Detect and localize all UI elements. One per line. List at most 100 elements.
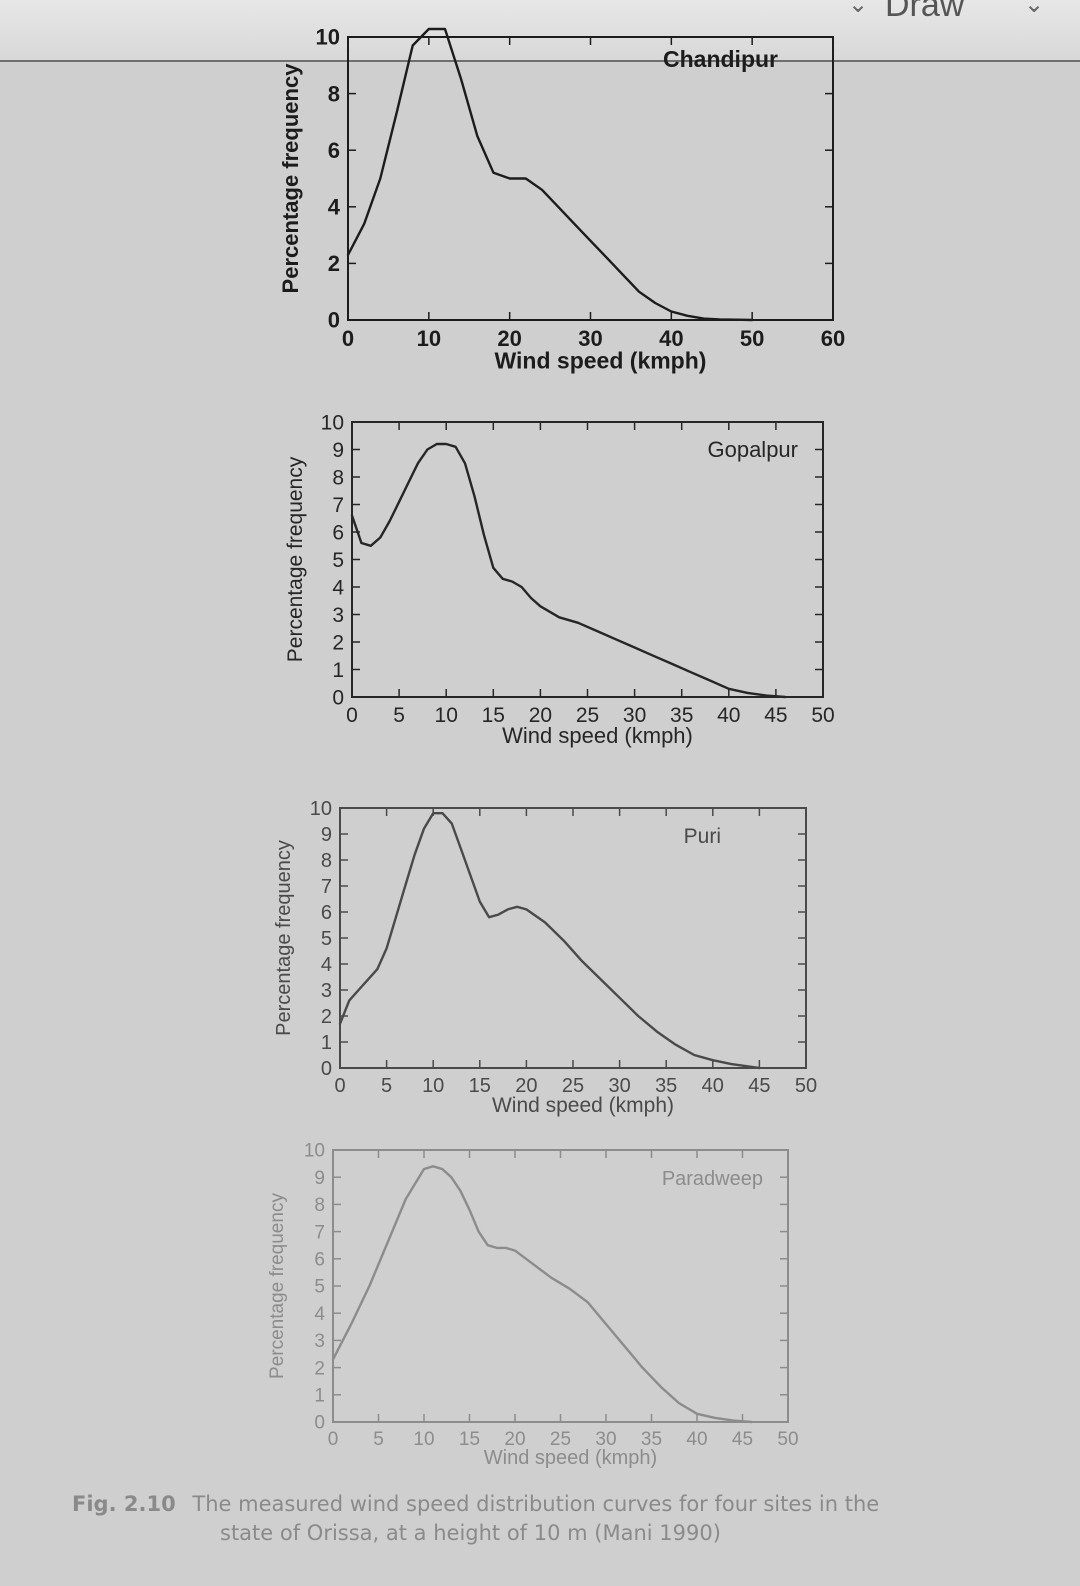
- y-tick-label: 4: [321, 954, 332, 976]
- x-axis-label: Wind speed (kmph): [484, 1447, 657, 1469]
- y-tick-label: 10: [321, 411, 344, 434]
- x-tick-label: 50: [740, 326, 764, 351]
- y-tick-label: 2: [314, 1358, 325, 1379]
- x-axis-label: Wind speed (kmph): [495, 347, 707, 373]
- top-toolbar: ⌄ Draw ⌄: [0, 0, 1080, 62]
- x-tick-label: 5: [373, 1429, 384, 1450]
- x-tick-label: 60: [821, 326, 845, 351]
- x-tick-label: 40: [686, 1429, 707, 1450]
- chevron-down-icon[interactable]: ⌄: [848, 0, 869, 18]
- y-tick-label: 9: [314, 1168, 325, 1189]
- x-tick-label: 0: [334, 1075, 345, 1097]
- y-tick-label: 4: [328, 195, 341, 220]
- x-axis-label: Wind speed (kmph): [502, 723, 693, 748]
- y-axis-label: Percentage frequency: [267, 1193, 288, 1379]
- y-tick-label: 0: [328, 308, 340, 333]
- site-title: Puri: [684, 825, 721, 848]
- y-axis-label: Percentage frequency: [278, 63, 303, 294]
- draw-menu[interactable]: Draw: [885, 0, 965, 24]
- chevron-down-icon[interactable]: ⌄: [1024, 0, 1045, 18]
- x-tick-label: 0: [328, 1429, 339, 1450]
- x-tick-label: 35: [641, 1429, 662, 1450]
- series-line: [346, 27, 754, 322]
- x-tick-label: 40: [702, 1075, 724, 1097]
- plot-frame: [339, 807, 807, 1069]
- y-tick-label: 9: [321, 824, 332, 846]
- y-tick-label: 9: [332, 439, 344, 462]
- y-tick-label: 7: [314, 1222, 325, 1243]
- y-tick-label: 2: [328, 251, 340, 276]
- x-tick-label: 45: [748, 1075, 770, 1097]
- x-tick-label: 45: [732, 1429, 753, 1450]
- y-tick-label: 8: [332, 466, 344, 489]
- y-tick-label: 10: [310, 798, 332, 820]
- x-tick-label: 20: [504, 1429, 525, 1450]
- y-tick-label: 6: [314, 1249, 325, 1270]
- y-tick-label: 3: [321, 980, 332, 1002]
- y-tick-label: 6: [321, 902, 332, 924]
- site-title: Gopalpur: [707, 437, 798, 462]
- x-tick-label: 30: [595, 1429, 616, 1450]
- x-tick-label: 35: [670, 704, 693, 727]
- y-tick-label: 8: [321, 850, 332, 872]
- series-line: [331, 1165, 753, 1424]
- x-tick-label: 30: [578, 326, 602, 351]
- plot-frame: [332, 1149, 789, 1423]
- x-tick-label: 10: [417, 326, 441, 351]
- x-tick-label: 0: [342, 326, 354, 351]
- y-tick-label: 0: [332, 686, 344, 709]
- x-tick-label: 25: [576, 704, 599, 727]
- x-tick-label: 20: [515, 1075, 537, 1097]
- plot-frame: [351, 421, 824, 698]
- x-tick-label: 15: [469, 1075, 491, 1097]
- caption-line-2: state of Orissa, at a height of 10 m (Ma…: [220, 1521, 721, 1545]
- y-tick-label: 8: [328, 81, 340, 106]
- y-tick-label: 6: [328, 138, 340, 163]
- y-tick-label: 5: [321, 928, 332, 950]
- caption-line-1: The measured wind speed distribution cur…: [192, 1492, 880, 1516]
- x-tick-label: 10: [435, 704, 458, 727]
- y-tick-label: 7: [321, 876, 332, 898]
- x-tick-label: 30: [608, 1075, 630, 1097]
- site-title: Chandipur: [663, 46, 778, 72]
- y-tick-label: 5: [332, 549, 344, 572]
- y-tick-label: 2: [332, 631, 344, 654]
- y-tick-label: 6: [332, 521, 344, 544]
- x-tick-label: 25: [562, 1075, 584, 1097]
- y-tick-label: 3: [332, 604, 344, 627]
- y-tick-label: 5: [314, 1277, 325, 1298]
- series-line: [350, 442, 787, 699]
- x-axis-label: Wind speed (kmph): [492, 1094, 674, 1117]
- y-axis-label: Percentage frequency: [284, 456, 307, 662]
- y-tick-label: 1: [332, 659, 344, 682]
- y-tick-label: 4: [314, 1304, 325, 1325]
- y-tick-label: 0: [321, 1058, 332, 1080]
- x-tick-label: 50: [777, 1429, 798, 1450]
- y-tick-label: 2: [321, 1006, 332, 1028]
- x-tick-label: 20: [497, 326, 521, 351]
- x-tick-label: 15: [459, 1429, 480, 1450]
- x-tick-label: 40: [717, 704, 740, 727]
- x-tick-label: 45: [764, 704, 787, 727]
- series-line: [338, 812, 761, 1070]
- x-tick-label: 40: [659, 326, 683, 351]
- y-tick-label: 1: [321, 1032, 332, 1054]
- y-tick-label: 1: [314, 1385, 325, 1406]
- x-tick-label: 10: [422, 1075, 444, 1097]
- y-tick-label: 8: [314, 1195, 325, 1216]
- x-tick-label: 35: [655, 1075, 677, 1097]
- x-tick-label: 0: [346, 704, 358, 727]
- site-title: Paradweep: [662, 1168, 763, 1190]
- chart-panel-chandipur: 0 10 20 30 40 50 60 0 2 4 6 8 10 Wind speed (kmph) Per…: [278, 25, 845, 374]
- y-tick-label: 7: [332, 494, 344, 517]
- x-tick-label: 5: [381, 1075, 392, 1097]
- x-tick-label: 50: [811, 704, 834, 727]
- x-tick-label: 10: [413, 1429, 434, 1450]
- x-tick-label: 50: [795, 1075, 817, 1097]
- x-tick-label: 30: [623, 704, 646, 727]
- y-tick-label: 3: [314, 1331, 325, 1352]
